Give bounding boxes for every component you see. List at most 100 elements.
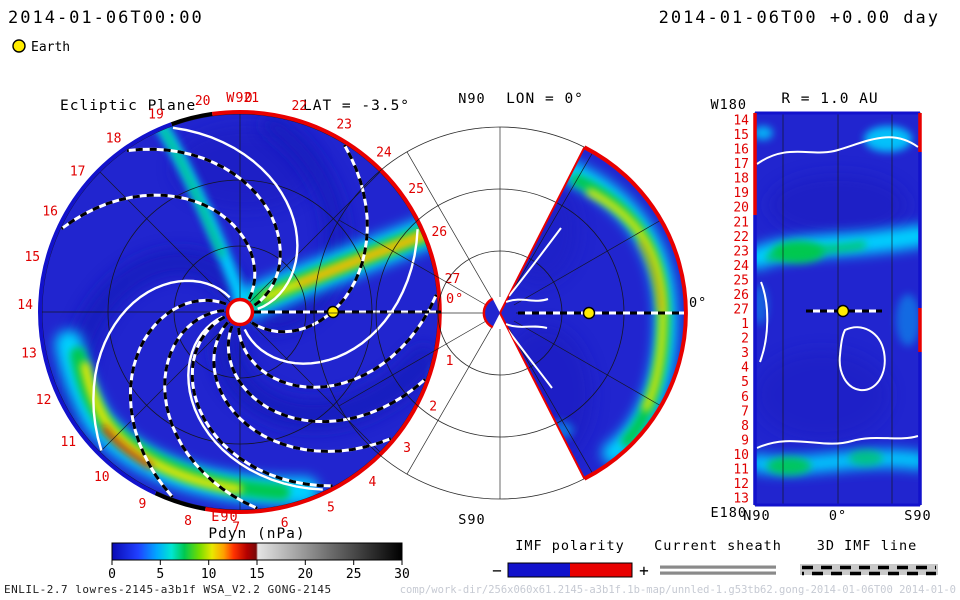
ring-tick-label: 17	[70, 164, 86, 179]
ring-tick-label: 25	[408, 182, 424, 197]
colorbar-tick-label: 30	[394, 567, 410, 582]
colorbar-ticks: 0 5 10 15 20 25 30	[108, 560, 410, 582]
ring-tick-label: 2	[429, 400, 437, 415]
row-tick-label: 22	[733, 230, 749, 245]
imf-line-3d	[237, 294, 438, 389]
earth-marker-meridional	[582, 306, 596, 320]
stream-layer	[101, 425, 153, 469]
grid-spoke	[513, 219, 662, 306]
row-tick-label: 27	[733, 303, 749, 318]
dark-patch	[173, 126, 317, 210]
wedge-edge-south	[499, 312, 586, 480]
grid-spoke	[406, 151, 493, 300]
row-tick-label: 25	[733, 273, 749, 288]
shell-panel-title: R = 1.0 AU	[781, 91, 878, 107]
antisolar-mini-rim	[482, 297, 494, 329]
grid-spoke	[507, 151, 594, 300]
shell-row-ticks: 1415161718192021222324252627123456789101…	[733, 114, 749, 507]
imf-line-3d	[190, 315, 333, 488]
row-tick-label: 13	[733, 492, 749, 507]
ecliptic-axis-zero: 0°	[446, 291, 464, 307]
ring-tick-label: 7	[232, 521, 240, 536]
row-tick-label: 6	[741, 390, 749, 405]
imf-line-3d	[128, 298, 227, 499]
imf-polarity-title: IMF polarity	[515, 538, 625, 554]
ring-tick-label: 23	[336, 118, 352, 133]
ring-tick-label: 13	[21, 347, 37, 362]
stream-layer	[767, 457, 811, 475]
current-sheath-contour	[838, 326, 886, 392]
colorbar-tick-label: 0	[108, 567, 116, 582]
colorbar-tick-label: 15	[249, 567, 265, 582]
current-sheath-sample-line	[660, 565, 776, 569]
earth-legend: Earth	[12, 39, 70, 55]
imf-line-sample-bg	[800, 564, 938, 575]
colorbar-tick-label: 10	[201, 567, 217, 582]
stream-layer	[586, 188, 667, 412]
rim-neutral-segment	[154, 491, 206, 511]
imf-spiral-lines	[60, 144, 438, 510]
stream-layer	[160, 126, 225, 258]
earth-legend-label: Earth	[31, 40, 70, 55]
earth-legend-icon	[12, 39, 26, 53]
dark-patch	[756, 350, 890, 440]
ecliptic-panel-title: Ecliptic Plane	[60, 98, 196, 114]
colorbar: Pdyn (nPa) 0 5 10 15 20 25 30	[108, 526, 410, 582]
current-sheath-line	[508, 227, 562, 297]
row-tick-label: 12	[733, 477, 749, 492]
ring-tick-label: 8	[184, 514, 192, 529]
grid-spoke	[99, 171, 232, 304]
current-sheath-line	[187, 315, 323, 491]
row-tick-label: 10	[733, 448, 749, 463]
stream-layer	[864, 126, 912, 152]
rim-neutral-segment	[170, 111, 213, 126]
datetime-forecast-offset: 2014-01-06T00 +0.00 day	[659, 8, 940, 28]
colorbar-tick-label: 25	[346, 567, 362, 582]
ecliptic-axis-east: E90	[211, 509, 238, 525]
ring-tick-label: 11	[60, 435, 76, 450]
colorbar-tick-label: 5	[156, 567, 164, 582]
ring-tick-label: 9	[138, 497, 146, 512]
stream-layer	[80, 361, 243, 494]
shell-xtick-s90: S90	[904, 508, 931, 524]
shell-xtick-n90: N90	[743, 508, 770, 524]
ring-tick-label: 3	[403, 441, 411, 456]
row-tick-label: 17	[733, 157, 749, 172]
ring-tick-label: 19	[148, 108, 164, 123]
row-tick-label: 20	[733, 201, 749, 216]
row-tick-label: 18	[733, 172, 749, 187]
row-tick-label: 1	[741, 317, 749, 332]
grid-spoke	[507, 326, 594, 475]
imf-line-3d	[60, 193, 257, 300]
row-tick-label: 14	[733, 114, 749, 129]
row-tick-label: 7	[741, 404, 749, 419]
ring-tick-label: 18	[106, 132, 122, 147]
meridional-lon-label: LON = 0°	[506, 91, 584, 107]
imf-polarity-negative-swatch	[508, 563, 570, 577]
row-tick-label: 16	[733, 143, 749, 158]
grid-spoke	[406, 326, 493, 475]
current-sheath-line	[243, 229, 419, 365]
row-tick-label: 4	[741, 361, 749, 376]
earth-marker-shell	[836, 304, 850, 318]
ring-tick-label: 10	[94, 470, 110, 485]
colorbar-label: Pdyn (nPa)	[208, 526, 305, 542]
meridional-axis-north: N90	[458, 91, 485, 107]
shell-axis-east: E180	[710, 505, 747, 521]
shell-current-sheath	[756, 136, 919, 449]
imf-line-title: 3D IMF line	[817, 538, 917, 554]
current-sheath-contour	[759, 281, 769, 363]
stream-layer	[638, 240, 662, 312]
grid-spoke	[513, 320, 662, 407]
imf-polarity-negative-sign: −	[492, 561, 502, 580]
row-tick-label: 24	[733, 259, 749, 274]
ring-tick-label: 12	[36, 393, 52, 408]
row-tick-label: 9	[741, 433, 749, 448]
ring-tick-label: 24	[376, 146, 392, 161]
current-sheath-line	[507, 329, 553, 389]
shell-xt0: 0°	[829, 508, 847, 524]
meridional-plane-panel: N90 LON = 0° S90 0°	[313, 91, 706, 528]
current-sheath-line	[172, 126, 299, 311]
